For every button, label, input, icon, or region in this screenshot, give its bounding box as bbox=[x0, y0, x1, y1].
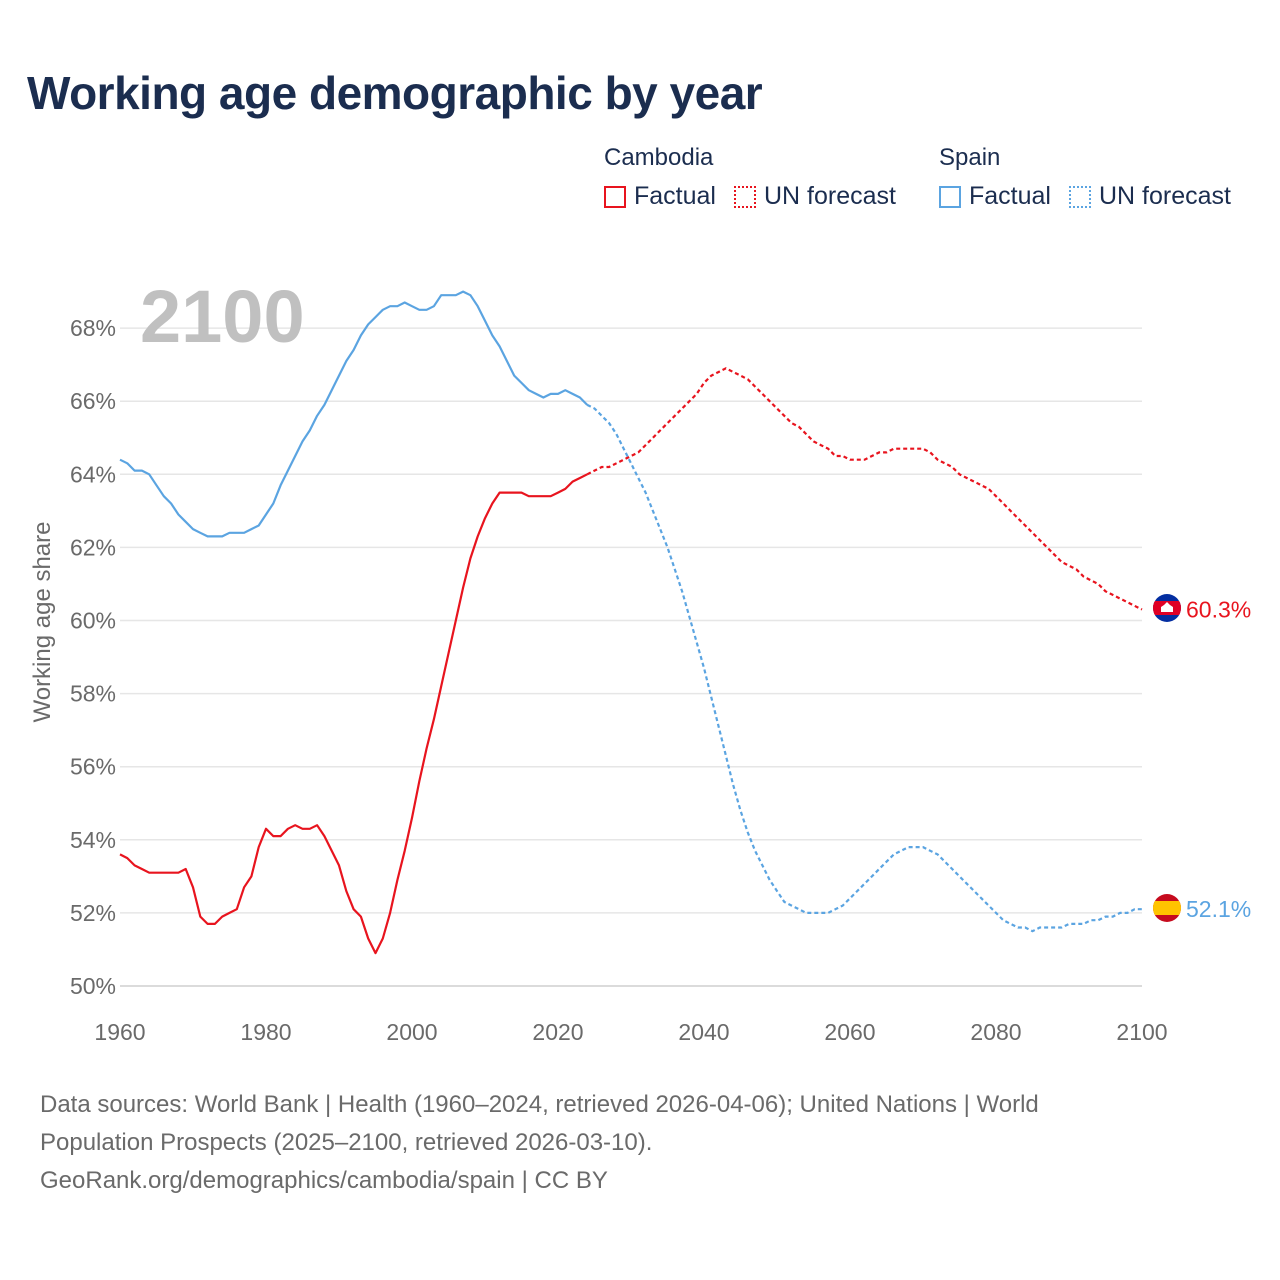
y-tick-label: 66% bbox=[70, 388, 116, 414]
y-tick-label: 62% bbox=[70, 534, 116, 560]
cambodia-end-value-label: 60.3% bbox=[1186, 597, 1251, 623]
y-tick-label: 52% bbox=[70, 900, 116, 926]
x-tick-label: 2100 bbox=[1116, 1019, 1167, 1045]
spain-end-value-label: 52.1% bbox=[1186, 896, 1251, 922]
spain-flag-icon bbox=[1153, 894, 1181, 922]
legend-label: UN forecast bbox=[1098, 182, 1231, 210]
spain-forecast-line[interactable] bbox=[586, 403, 1142, 933]
legend-group-spain: Spain Factual UN forecast bbox=[939, 144, 1231, 211]
cambodia-forecast-line[interactable] bbox=[586, 367, 1143, 611]
year-watermark: 2100 bbox=[140, 275, 305, 358]
spain-factual-line[interactable] bbox=[119, 290, 588, 538]
legend-group-name: Spain bbox=[939, 144, 1001, 171]
legend-label: UN forecast bbox=[763, 182, 896, 210]
legend-group-name: Cambodia bbox=[604, 144, 714, 171]
legend-label: Factual bbox=[634, 182, 716, 210]
x-tick-label: 1960 bbox=[94, 1019, 145, 1045]
x-tick-label: 2020 bbox=[532, 1019, 583, 1045]
legend-item-cambodia-forecast[interactable]: UN forecast bbox=[733, 182, 896, 211]
line-chart: 2100 Working age share 50% 52% 54% 56% 58% 60… bbox=[29, 275, 1251, 1045]
legend-swatch-dotted-icon bbox=[733, 185, 756, 208]
legend-swatch-dotted-icon bbox=[1068, 185, 1091, 208]
x-tick-label: 2080 bbox=[970, 1019, 1021, 1045]
x-tick-label: 1980 bbox=[240, 1019, 291, 1045]
legend-item-cambodia-factual[interactable]: Factual bbox=[604, 182, 716, 211]
y-tick-label: 56% bbox=[70, 754, 116, 780]
y-tick-label: 50% bbox=[70, 973, 116, 999]
sources-line-3[interactable]: GeoRank.org/demographics/cambodia/spain … bbox=[40, 1167, 608, 1194]
sources-line-1: Data sources: World Bank | Health (1960–… bbox=[40, 1091, 1039, 1118]
cambodia-factual-line[interactable] bbox=[119, 473, 588, 955]
legend-item-spain-factual[interactable]: Factual bbox=[939, 182, 1051, 211]
x-tick-label: 2000 bbox=[386, 1019, 437, 1045]
legend-item-spain-forecast[interactable]: UN forecast bbox=[1068, 182, 1231, 211]
data-sources: Data sources: World Bank | Health (1960–… bbox=[40, 1086, 1190, 1200]
legend-label: Factual bbox=[969, 182, 1051, 210]
x-tick-label: 2060 bbox=[824, 1019, 875, 1045]
legend-swatch-solid-icon bbox=[604, 185, 626, 208]
y-tick-label: 54% bbox=[70, 827, 116, 853]
cambodia-flag-icon bbox=[1153, 594, 1181, 622]
legend-swatch-solid-icon bbox=[939, 185, 961, 208]
legend-group-cambodia: Cambodia Factual UN forecast bbox=[604, 144, 896, 211]
y-tick-label: 58% bbox=[70, 681, 116, 707]
y-tick-label: 64% bbox=[70, 461, 116, 487]
sources-line-2: Population Prospects (2025–2100, retriev… bbox=[40, 1129, 653, 1156]
y-axis-label: Working age share bbox=[29, 522, 56, 723]
y-tick-label: 68% bbox=[70, 315, 116, 341]
x-tick-label: 2040 bbox=[678, 1019, 729, 1045]
y-tick-label: 60% bbox=[70, 608, 116, 634]
chart-title: Working age demographic by year bbox=[27, 67, 763, 119]
